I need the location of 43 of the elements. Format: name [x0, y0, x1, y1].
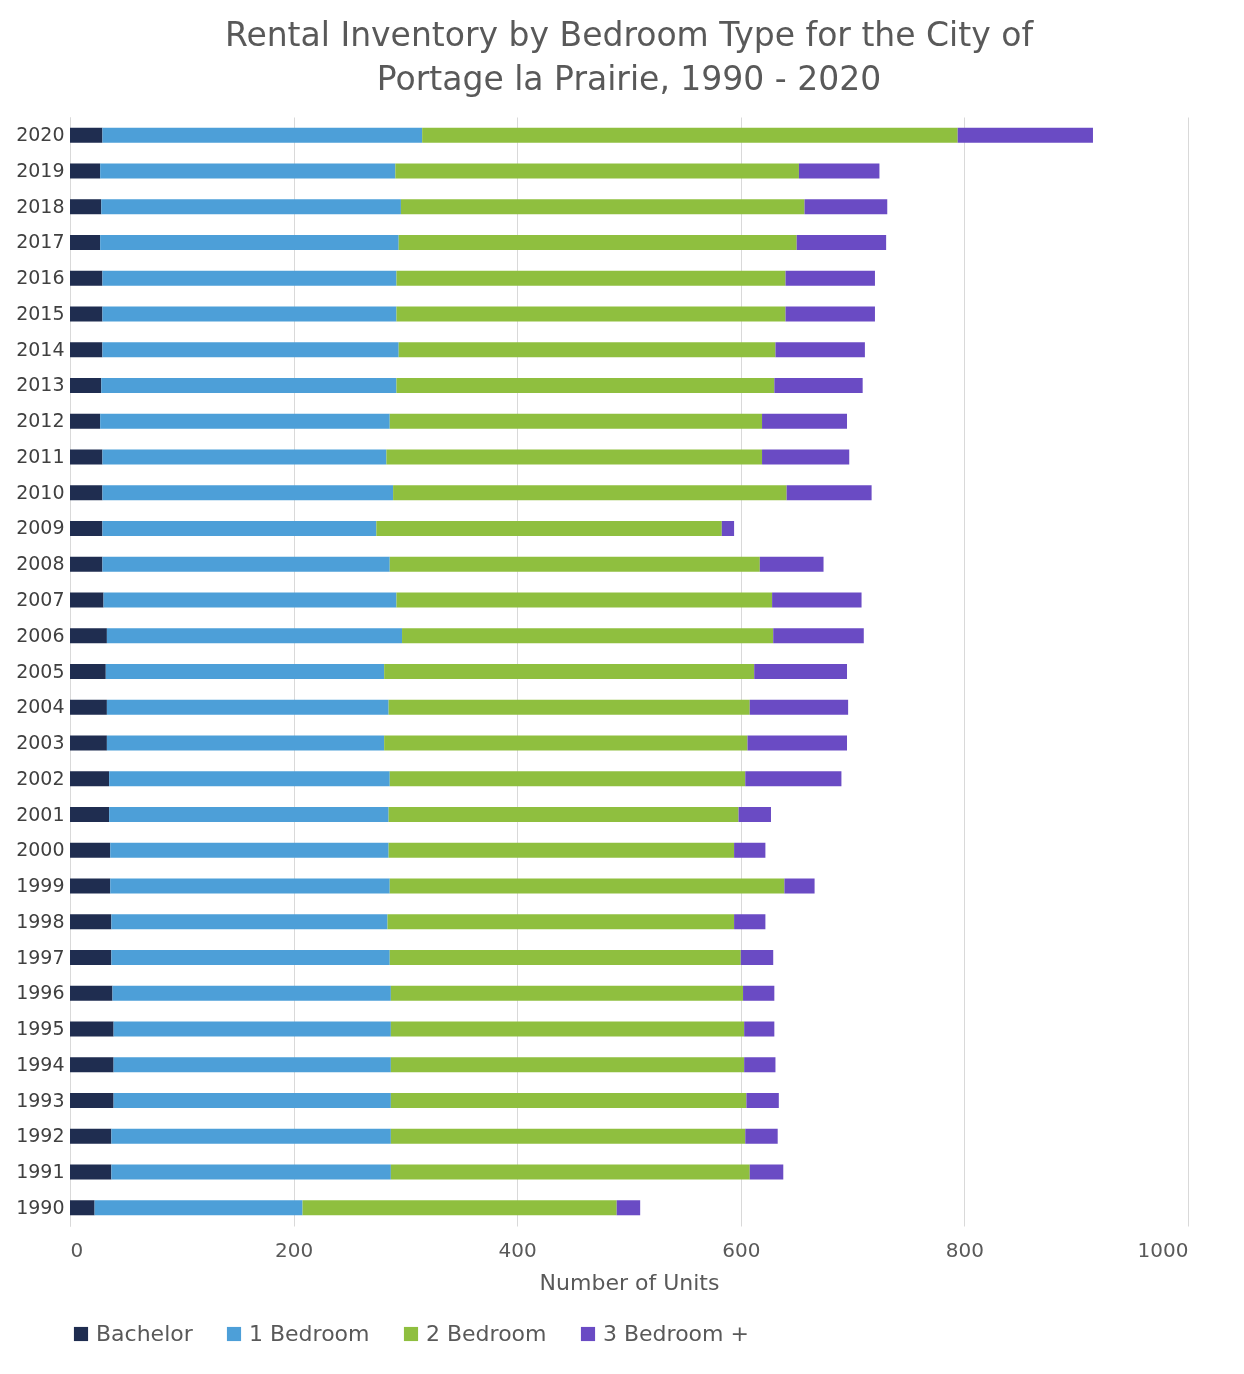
- y-tick-label: 2007: [16, 588, 65, 610]
- y-tick-label: 2008: [16, 552, 65, 575]
- chart-title: Rental Inventory by Bedroom Type for the City of Portage la Prairie, 1990 - 2020: [224, 15, 1035, 98]
- y-tick-label: 1998: [16, 909, 65, 932]
- legend-label: 3 Bedroom +: [603, 1321, 749, 1346]
- x-tick-label: 1000: [1137, 1237, 1189, 1262]
- x-tick-label: 200: [275, 1237, 314, 1262]
- y-tick-label: 1990: [16, 1195, 65, 1218]
- y-tick-label: 2010: [16, 480, 65, 503]
- y-tick-label: 1991: [16, 1160, 65, 1183]
- legend-label: Bachelor: [96, 1321, 194, 1346]
- y-tick-label: 1994: [16, 1052, 65, 1075]
- y-tick-label: 2003: [16, 731, 65, 753]
- y-tick-label: 2018: [16, 194, 65, 217]
- y-tick-label: 2012: [16, 409, 65, 432]
- y-tick-label: 2011: [16, 444, 65, 467]
- y-tick-label: 2013: [16, 373, 65, 396]
- y-tick-label: 2000: [16, 838, 65, 861]
- x-tick-label: 0: [70, 1237, 84, 1262]
- y-tick-label: 2017: [16, 230, 65, 253]
- y-tick-label: 2019: [16, 158, 65, 181]
- y-tick-label: 1993: [16, 1088, 65, 1111]
- y-tick-label: 2005: [16, 659, 65, 682]
- y-tick-label: 1997: [16, 945, 65, 968]
- y-tick-label: 1996: [16, 981, 65, 1004]
- y-tick-label: 1999: [16, 874, 65, 897]
- y-tick-label: 2015: [16, 301, 65, 324]
- x-axis-title: Number of Units: [539, 1269, 720, 1295]
- legend-label: 2 Bedroom: [426, 1321, 547, 1346]
- y-tick-label: 2020: [16, 123, 65, 146]
- y-tick-label: 2004: [16, 695, 65, 718]
- x-tick-label: 600: [722, 1237, 761, 1262]
- y-tick-label: 2002: [16, 766, 65, 789]
- y-tick-label: 2001: [16, 802, 65, 825]
- y-tick-label: 1992: [16, 1124, 65, 1147]
- y-tick-label: 2016: [16, 266, 65, 289]
- y-tick-label: 2014: [16, 337, 65, 360]
- x-tick-label: 800: [945, 1237, 984, 1262]
- legend-label: 1 Bedroom: [249, 1321, 370, 1346]
- y-tick-label: 2006: [16, 623, 65, 646]
- x-tick-label: 400: [498, 1237, 537, 1262]
- y-tick-label: 2009: [16, 516, 65, 539]
- y-tick-label: 1995: [16, 1017, 65, 1040]
